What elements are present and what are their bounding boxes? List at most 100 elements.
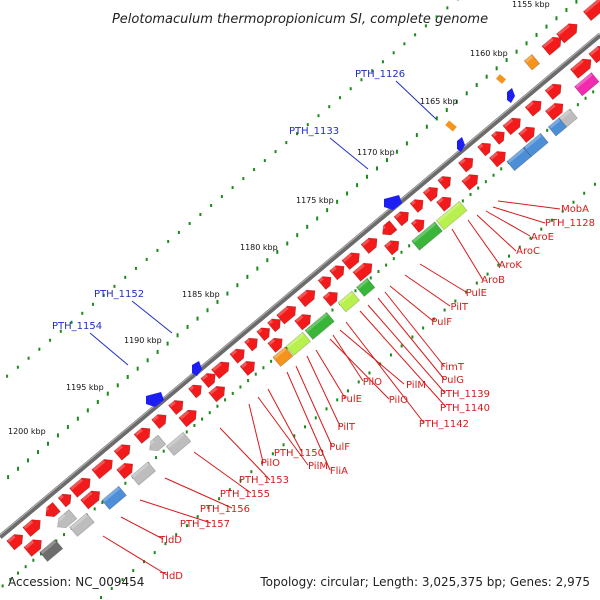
ring-tick <box>285 347 288 351</box>
ring-tick <box>377 270 380 274</box>
feature-shape <box>383 240 400 256</box>
cds-arrow <box>22 519 41 538</box>
ring-tick <box>425 124 428 129</box>
ring-tick <box>369 276 372 280</box>
leader-line <box>389 285 434 322</box>
feature-shade <box>117 463 126 472</box>
kbp-scale: 1155 kbp 1160 kbp 1165 kbp 1170 kbp 1175 kbp… <box>8 0 550 436</box>
feature-shade <box>557 24 570 36</box>
feature-shape <box>304 311 335 340</box>
feature-shape <box>57 509 78 528</box>
ring-tick <box>262 366 265 370</box>
feature-shade <box>42 506 50 513</box>
feature-shape <box>352 262 373 282</box>
leader-line <box>219 427 271 481</box>
leader-line <box>164 477 233 509</box>
ring-tick <box>366 174 369 179</box>
cds-arrow <box>267 337 283 353</box>
feature-shape <box>337 290 361 313</box>
leader-line <box>476 214 517 252</box>
ring-tick <box>124 275 127 279</box>
ring-tick <box>592 90 595 94</box>
ring-tick <box>113 284 116 288</box>
map-title: Pelotomaculum thermopropionicum SI, comp… <box>112 12 488 27</box>
ring-tick <box>325 407 328 411</box>
feature-shade <box>58 494 64 500</box>
marker-flag <box>457 137 465 152</box>
feature-tracks <box>6 0 600 562</box>
cds-arrow <box>422 186 439 203</box>
ring-tick <box>162 449 165 453</box>
ring-tick <box>317 114 320 118</box>
feature-shade <box>212 362 222 372</box>
cds-arrow <box>541 36 562 56</box>
ring-tick <box>250 470 253 474</box>
ring-tick <box>116 383 119 388</box>
cds-arrow <box>6 534 24 551</box>
cds-arrow <box>329 265 345 281</box>
cds-arrow <box>574 72 600 97</box>
feature-shade <box>575 73 593 89</box>
ring-tick <box>477 186 480 190</box>
gene-label: PTH_1153 <box>239 475 289 486</box>
ring-tick <box>572 200 575 204</box>
color-block <box>285 331 311 356</box>
feature-shade <box>507 148 525 164</box>
ring-tick <box>263 159 266 163</box>
cds-arrow <box>244 337 258 352</box>
cds-arrow <box>524 100 542 117</box>
cds-arrow <box>276 305 297 325</box>
feature-shade <box>385 241 392 248</box>
ring-tick <box>176 333 179 338</box>
feature-shape <box>360 237 378 255</box>
ring-tick <box>167 239 170 243</box>
ring-tick <box>196 515 199 519</box>
leader-line <box>120 516 164 540</box>
gene-label: PTH_1139 <box>440 389 490 400</box>
feature-shape <box>410 219 425 233</box>
ring-tick <box>271 452 274 456</box>
leader-line <box>248 403 264 463</box>
ring-tick <box>575 0 578 4</box>
gene-labels: MobA PTH_1128 AroE AroC AroK AroB PulE PilT PulF… <box>52 69 595 582</box>
gene-label: TldD <box>158 535 182 546</box>
ring-tick <box>403 42 406 46</box>
gene-label: PTH_1126 <box>355 69 405 80</box>
ring-tick <box>583 191 586 195</box>
ring-tick <box>106 391 109 396</box>
cds-arrow <box>69 477 91 498</box>
ring-tick <box>326 208 329 213</box>
ring-tick <box>254 372 257 376</box>
ring-tick <box>134 266 137 270</box>
cds-arrow <box>113 444 131 461</box>
ring-tick <box>497 263 500 267</box>
ring-tick <box>525 41 528 46</box>
leader-line <box>395 80 437 120</box>
ring-tick <box>110 587 113 591</box>
cds-arrow <box>393 211 409 227</box>
cds-arrow <box>168 400 184 416</box>
feature-shade <box>295 315 304 323</box>
feature-shape <box>382 220 398 236</box>
feature-shade <box>478 143 484 149</box>
ring-tick <box>239 385 242 389</box>
feature-shade <box>152 415 159 422</box>
feature-shape <box>239 360 256 377</box>
leader-line <box>295 365 333 447</box>
feature-shade <box>102 486 120 502</box>
ring-tick <box>177 230 180 234</box>
ring-tick <box>455 99 458 104</box>
ring-tick <box>166 341 169 346</box>
ring-tick <box>286 241 289 246</box>
ring-tick <box>424 24 427 28</box>
gene-label: TldD <box>159 571 183 582</box>
ring-tick <box>545 24 548 29</box>
ring-tick <box>156 248 159 252</box>
leader-line <box>139 499 212 524</box>
ring-tick <box>206 308 209 313</box>
feature-shade <box>179 410 190 420</box>
color-block <box>435 200 468 231</box>
ring-tick <box>375 166 378 171</box>
feature-shape <box>69 477 91 498</box>
ring-tick <box>485 74 488 79</box>
